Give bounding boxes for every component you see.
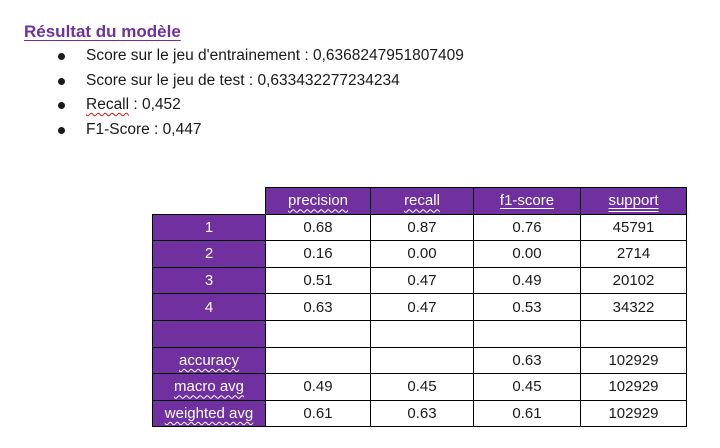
table-cell: 0.16 [265, 240, 371, 268]
table-row: 4 0.63 0.47 0.53 34322 [152, 293, 687, 321]
metric-value: 0,633432277234234 [257, 71, 400, 89]
table-row: macro avg 0.49 0.45 0.45 102929 [152, 373, 687, 401]
metrics-list: Score sur le jeu d'entrainement : 0,6368… [30, 44, 464, 142]
table-cell [473, 319, 581, 348]
row-label: 3 [152, 266, 266, 295]
metric-value: 0,6368247951807409 [312, 47, 464, 64]
list-item: Score sur le jeu de test : 0,63343227723… [30, 69, 464, 94]
table-cell [580, 319, 687, 348]
column-header-recall: recall [370, 187, 474, 215]
table-row: 1 0.68 0.87 0.76 45791 [152, 213, 687, 242]
row-label: accuracy [152, 346, 266, 375]
table-row: 3 0.51 0.47 0.49 20102 [152, 266, 687, 295]
table-cell: 0.63 [265, 293, 371, 321]
table-cell: 0.76 [473, 213, 581, 242]
row-label: macro avg [152, 373, 266, 401]
table-cell: 0.45 [370, 373, 474, 401]
column-header-precision: precision [265, 187, 371, 215]
table-cell: 0.63 [370, 399, 474, 428]
table-cell: 0.51 [265, 266, 371, 295]
table-cell: 0.45 [473, 373, 581, 401]
table-cell: 102929 [580, 346, 687, 375]
table-cell: 0.68 [265, 213, 371, 242]
table-cell: 45791 [580, 213, 687, 242]
metric-value: : 0,452 [129, 96, 181, 113]
classification-report-table: precision recall f1-score support 1 0.68… [152, 187, 687, 428]
table-cell: 0.49 [265, 373, 371, 401]
table-cell: 2714 [580, 240, 687, 268]
table-cell: 20102 [580, 266, 687, 295]
table-row: 2 0.16 0.00 0.00 2714 [152, 240, 687, 268]
metric-label: Score sur le jeu de test : [86, 71, 258, 89]
bullet-icon [58, 102, 65, 109]
table-corner [152, 187, 266, 215]
table-cell: 0.49 [473, 266, 581, 295]
table-cell: 102929 [580, 373, 687, 401]
table-cell [265, 346, 371, 375]
table-cell [370, 319, 474, 348]
row-label: 2 [152, 240, 266, 268]
table-row: accuracy 0.63 102929 [152, 346, 687, 375]
table-cell [370, 346, 474, 375]
table-cell: 0.53 [473, 293, 581, 321]
metric-label: Score sur le jeu d'entrainement : [86, 47, 313, 64]
table-cell: 0.61 [265, 399, 371, 428]
table-row: weighted avg 0.61 0.63 0.61 102929 [152, 399, 687, 428]
metric-label: F1-Score [86, 120, 150, 138]
page-title: Résultat du modèle [24, 22, 181, 41]
table-cell: 0.47 [370, 293, 474, 321]
bullet-icon [58, 126, 65, 134]
row-label: weighted avg [152, 399, 266, 428]
table-cell: 0.47 [370, 266, 474, 295]
table-cell: 34322 [580, 293, 687, 321]
bullet-icon [58, 77, 65, 85]
table-cell [265, 319, 371, 348]
row-label [152, 319, 266, 348]
table-cell: 0.63 [473, 346, 581, 375]
table-cell: 0.87 [370, 213, 474, 242]
table-header-row: precision recall f1-score support [152, 187, 687, 215]
row-label: 4 [152, 293, 266, 321]
table-row [152, 319, 687, 348]
column-header-support: support [580, 187, 687, 215]
list-item: Score sur le jeu d'entrainement : 0,6368… [30, 44, 464, 69]
bullet-icon [58, 53, 65, 60]
metric-label: Recall [86, 96, 130, 113]
column-header-f1-score: f1-score [473, 187, 581, 215]
table-cell: 102929 [580, 399, 687, 428]
table-cell: 0.00 [370, 240, 474, 268]
list-item: Recall : 0,452 [30, 93, 464, 118]
table-cell: 0.00 [473, 240, 581, 268]
metric-value: : 0,447 [149, 120, 202, 138]
row-label: 1 [152, 213, 266, 242]
list-item: F1-Score : 0,447 [30, 118, 464, 143]
table-cell: 0.61 [473, 399, 581, 428]
